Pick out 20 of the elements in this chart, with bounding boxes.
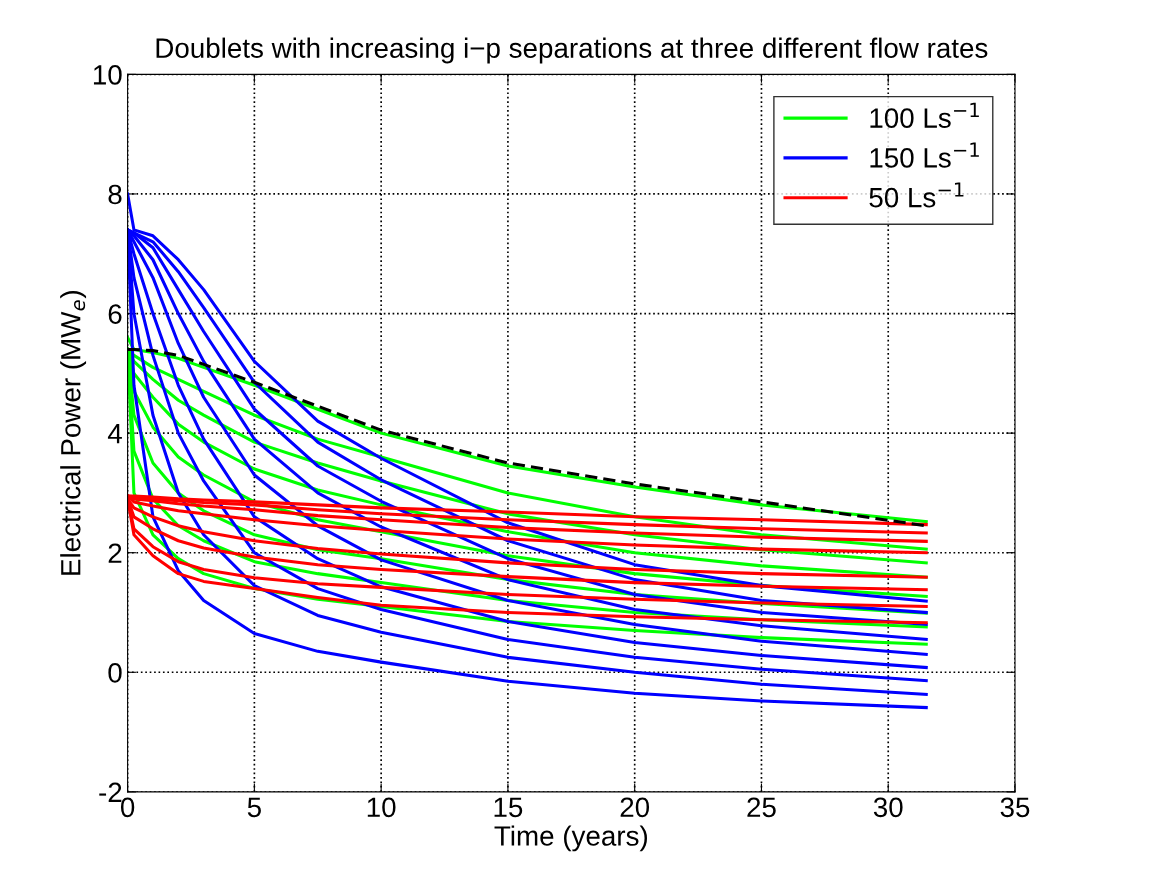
x-tick-label: 35 <box>1000 797 1030 818</box>
y-tick-label: 0 <box>108 662 122 683</box>
y-tick-label: 10 <box>93 65 122 85</box>
chart-title: Doublets with increasing i−p separations at three different flow rates <box>156 37 988 64</box>
x-tick-label: 20 <box>620 797 650 818</box>
y-tick-label: 6 <box>108 304 122 324</box>
x-tick-label: 15 <box>494 797 523 818</box>
legend-label: 100 Ls$^{−1}$ <box>870 102 979 128</box>
x-tick-label: 10 <box>367 797 396 818</box>
x-tick-label: 5 <box>247 797 261 818</box>
y-tick-label: 2 <box>108 543 122 563</box>
legend-label: 150 Ls$^{−1}$ <box>870 142 979 168</box>
legend-label: 50 Ls$^{−1}$ <box>869 182 964 208</box>
x-tick-label: 30 <box>873 797 903 818</box>
y-tick-label: 4 <box>107 424 122 444</box>
y-axis-title: Electrical Power (MW$_{e}$) <box>60 291 87 575</box>
x-tick-label: 25 <box>747 797 776 818</box>
y-tick-label: -2 <box>99 782 122 802</box>
x-axis-title: Time (years) <box>494 825 647 852</box>
y-tick-label: 8 <box>108 184 122 205</box>
